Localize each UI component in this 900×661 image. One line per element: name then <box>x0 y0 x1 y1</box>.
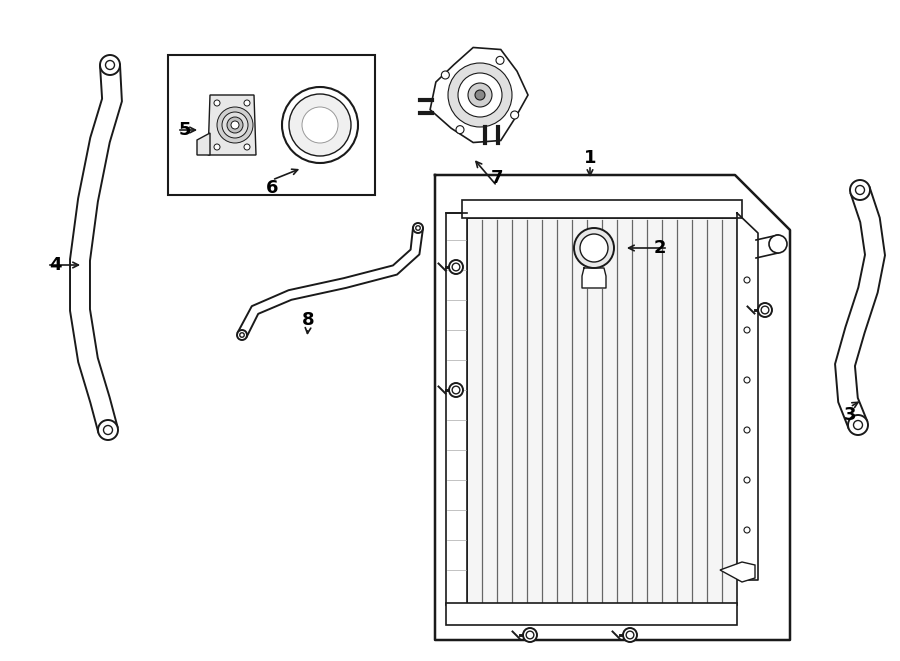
Polygon shape <box>737 213 758 580</box>
Circle shape <box>468 83 492 107</box>
Circle shape <box>244 144 250 150</box>
Bar <box>467 218 737 605</box>
Circle shape <box>456 126 464 134</box>
Circle shape <box>744 377 750 383</box>
Circle shape <box>744 527 750 533</box>
Text: 8: 8 <box>302 311 314 329</box>
Circle shape <box>744 477 750 483</box>
Bar <box>446 603 737 625</box>
Circle shape <box>850 180 870 200</box>
Circle shape <box>214 144 220 150</box>
Polygon shape <box>197 133 210 155</box>
Text: 1: 1 <box>584 149 596 167</box>
Polygon shape <box>208 95 256 155</box>
Circle shape <box>744 277 750 283</box>
Circle shape <box>744 427 750 433</box>
Text: 7: 7 <box>491 169 503 187</box>
Circle shape <box>441 71 449 79</box>
Circle shape <box>510 111 518 119</box>
Polygon shape <box>582 268 606 288</box>
Circle shape <box>227 117 243 133</box>
Circle shape <box>449 383 463 397</box>
Polygon shape <box>720 562 755 582</box>
Circle shape <box>244 100 250 106</box>
Circle shape <box>496 56 504 64</box>
Circle shape <box>282 87 358 163</box>
Circle shape <box>100 55 120 75</box>
Text: 6: 6 <box>266 179 278 197</box>
Polygon shape <box>430 48 528 143</box>
Circle shape <box>214 100 220 106</box>
Circle shape <box>574 228 614 268</box>
Bar <box>168 55 375 195</box>
Circle shape <box>231 121 239 129</box>
Circle shape <box>413 223 423 233</box>
Circle shape <box>222 112 248 138</box>
Circle shape <box>623 628 637 642</box>
Text: 3: 3 <box>844 406 856 424</box>
Text: 2: 2 <box>653 239 666 257</box>
Bar <box>446 213 467 605</box>
Text: 5: 5 <box>179 121 191 139</box>
Circle shape <box>289 94 351 156</box>
Circle shape <box>580 234 608 262</box>
Circle shape <box>448 63 512 127</box>
Circle shape <box>302 107 338 143</box>
Circle shape <box>217 107 253 143</box>
Circle shape <box>475 90 485 100</box>
Text: 4: 4 <box>49 256 61 274</box>
Circle shape <box>458 73 502 117</box>
Circle shape <box>237 330 247 340</box>
Circle shape <box>744 327 750 333</box>
Circle shape <box>769 235 787 253</box>
Circle shape <box>848 415 868 435</box>
Circle shape <box>98 420 118 440</box>
Circle shape <box>449 260 463 274</box>
Polygon shape <box>435 175 790 640</box>
Bar <box>462 200 742 218</box>
Circle shape <box>758 303 772 317</box>
Circle shape <box>523 628 537 642</box>
